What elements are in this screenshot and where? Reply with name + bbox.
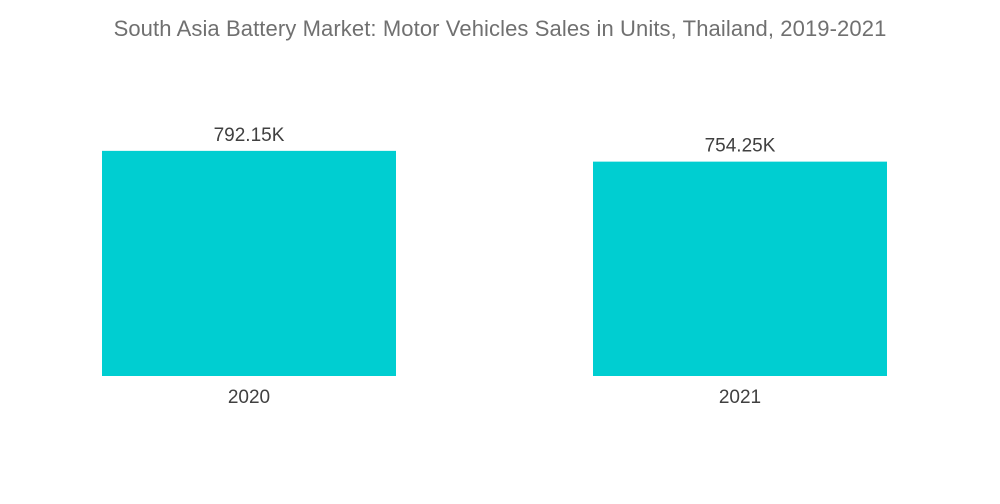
bar-2021: [593, 161, 887, 376]
x-tick-label-2020: 2020: [228, 387, 270, 408]
labels-layer: 792.15K 2020 754.25K 2021: [214, 125, 776, 408]
data-label-2020: 792.15K: [214, 125, 285, 146]
data-label-2021: 754.25K: [705, 136, 776, 157]
x-tick-label-2021: 2021: [719, 387, 761, 408]
bar-2020: [102, 150, 396, 376]
chart-title: South Asia Battery Market: Motor Vehicle…: [113, 16, 887, 41]
bars-layer: [102, 150, 887, 376]
